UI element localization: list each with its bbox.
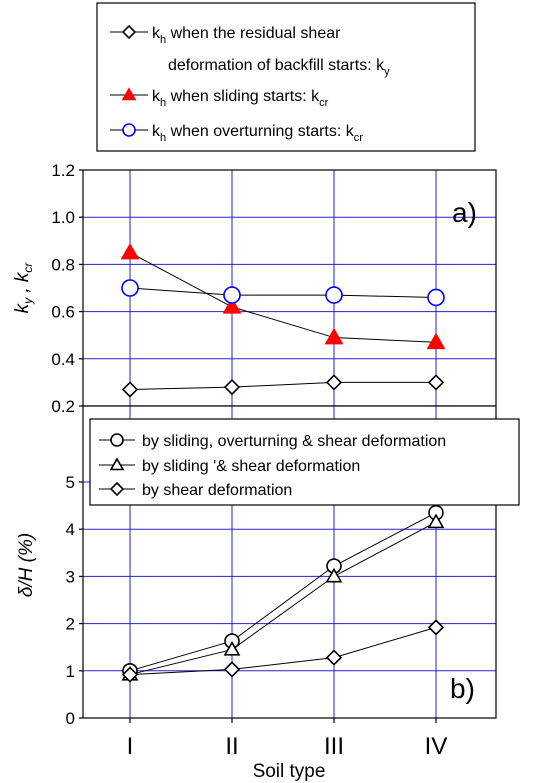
ytick-a-label-3: 0.8: [51, 255, 75, 274]
legend-a-marker-2: [122, 123, 136, 137]
legend-b-marker-2: [109, 481, 125, 497]
legend-a-text-1: kh when sliding starts: kcr: [152, 88, 329, 109]
series-b-point-2-0: [121, 666, 139, 683]
series-a-point-0-1: [223, 378, 241, 396]
panel-b-frame: [82, 405, 497, 719]
series-b-point-1-1: [223, 640, 241, 656]
panel-b-label: b): [450, 673, 475, 704]
legend-b-text-0: by sliding, overturning & shear deformat…: [142, 433, 446, 450]
xtick-b-label-2: III: [324, 733, 344, 760]
series-a-point-1-3: [426, 332, 446, 350]
series-b-point-2-2: [325, 649, 343, 666]
series-a-point-0-2: [325, 374, 343, 391]
series-b-point-1-2: [325, 567, 343, 583]
series-a-point-1-1: [222, 297, 242, 314]
panel-b-ylabel: δ/H (%): [16, 533, 37, 597]
ytick-a-label-4: 1.0: [51, 208, 75, 227]
panel-a-label: a): [452, 197, 477, 228]
xtick-b-label-1: II: [225, 733, 238, 760]
panel-b-xlabel: Soil type: [253, 761, 326, 782]
series-a-point-2-2: [325, 286, 343, 304]
series-a-line-1: [129, 252, 437, 343]
legend-a-text-0: kh when the residual shear: [152, 25, 341, 46]
legend-b-text-2: by shear deformation: [142, 482, 292, 499]
series-b-point-2-3: [427, 619, 445, 636]
series-b-point-1-3: [427, 513, 445, 529]
legend-b: by sliding, overturning & shear deformat…: [89, 418, 520, 506]
series-a-point-2-0: [121, 279, 139, 297]
series-a-point-1-0: [120, 242, 140, 260]
legend-a-frame: [96, 2, 476, 152]
ytick-b-label-0: 0: [66, 709, 75, 728]
series-a-line-2: [129, 287, 437, 298]
legend-b-text-1: by sliding '& shear deformation: [142, 458, 360, 475]
panel-a-ylabel: ky , kcr: [12, 262, 35, 314]
series-a-point-1-2: [324, 327, 344, 345]
legend-a-marker-0: [121, 24, 137, 40]
panel-a-background: [83, 170, 496, 406]
series-b-line-1: [129, 521, 437, 676]
ytick-b-label-2: 2: [66, 615, 75, 634]
series-a-point-2-3: [427, 288, 445, 307]
ytick-a-label-2: 0.6: [51, 303, 75, 322]
legend-b-marker-0: [110, 433, 124, 447]
series-a-point-2-1: [223, 286, 241, 304]
ytick-a-label-1: 0.4: [51, 350, 75, 369]
legend-a-text-2: kh when overturning starts: kcr: [152, 123, 363, 144]
series-b-point-2-1: [223, 661, 241, 678]
legend-b-marker-1: [109, 457, 125, 471]
legend-a: kh when the residual shear deformation of…: [96, 2, 476, 152]
panel-a: 0.2 0.4 0.6 0.8 1.0 1.2 a) ky , kcr: [12, 161, 497, 416]
series-a-point-0-3: [427, 374, 445, 391]
legend-a-marker-1: [121, 87, 137, 101]
series-b-line-0: [129, 512, 437, 672]
ytick-b-label-4: 4: [66, 520, 75, 539]
ytick-a-label-0: 0.2: [51, 397, 75, 416]
series-b-line-2: [129, 626, 437, 676]
ytick-b-label-5: 5: [66, 473, 75, 492]
xtick-b-label-0: I: [127, 733, 134, 760]
legend-b-frame: [89, 418, 520, 506]
xtick-b-label-3: IV: [425, 733, 448, 760]
series-a-line-0: [129, 381, 436, 390]
ytick-b-label-1: 1: [66, 662, 75, 681]
ytick-a-label-5: 1.2: [51, 161, 75, 180]
legend-a-text-0-line2: deformation of backfill starts: ky: [168, 57, 390, 78]
ytick-b-label-3: 3: [66, 567, 75, 586]
series-a-point-0-0: [121, 381, 139, 398]
